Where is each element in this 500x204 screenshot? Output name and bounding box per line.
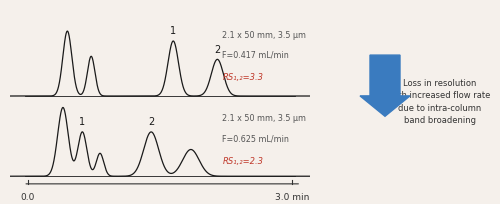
Text: Loss in resolution
with increased flow rate
due to intra-column
band broadening: Loss in resolution with increased flow r… [390,79,490,125]
Text: 2.1 x 50 mm, 3.5 μm: 2.1 x 50 mm, 3.5 μm [222,114,306,123]
Text: 1: 1 [80,117,86,127]
Text: 1: 1 [170,27,176,37]
Text: 3.0 min: 3.0 min [275,193,310,202]
Text: 2.1 x 50 mm, 3.5 μm: 2.1 x 50 mm, 3.5 μm [222,31,306,40]
Text: RS₁,₂=3.3: RS₁,₂=3.3 [222,73,264,82]
Text: RS₁,₂=2.3: RS₁,₂=2.3 [222,157,264,166]
Text: F=0.625 mL/min: F=0.625 mL/min [222,135,290,144]
Text: 0.0: 0.0 [20,193,35,202]
Text: 2: 2 [214,45,220,55]
Text: 2: 2 [148,117,154,127]
FancyArrow shape [360,55,410,116]
Text: F=0.417 mL/min: F=0.417 mL/min [222,51,289,60]
